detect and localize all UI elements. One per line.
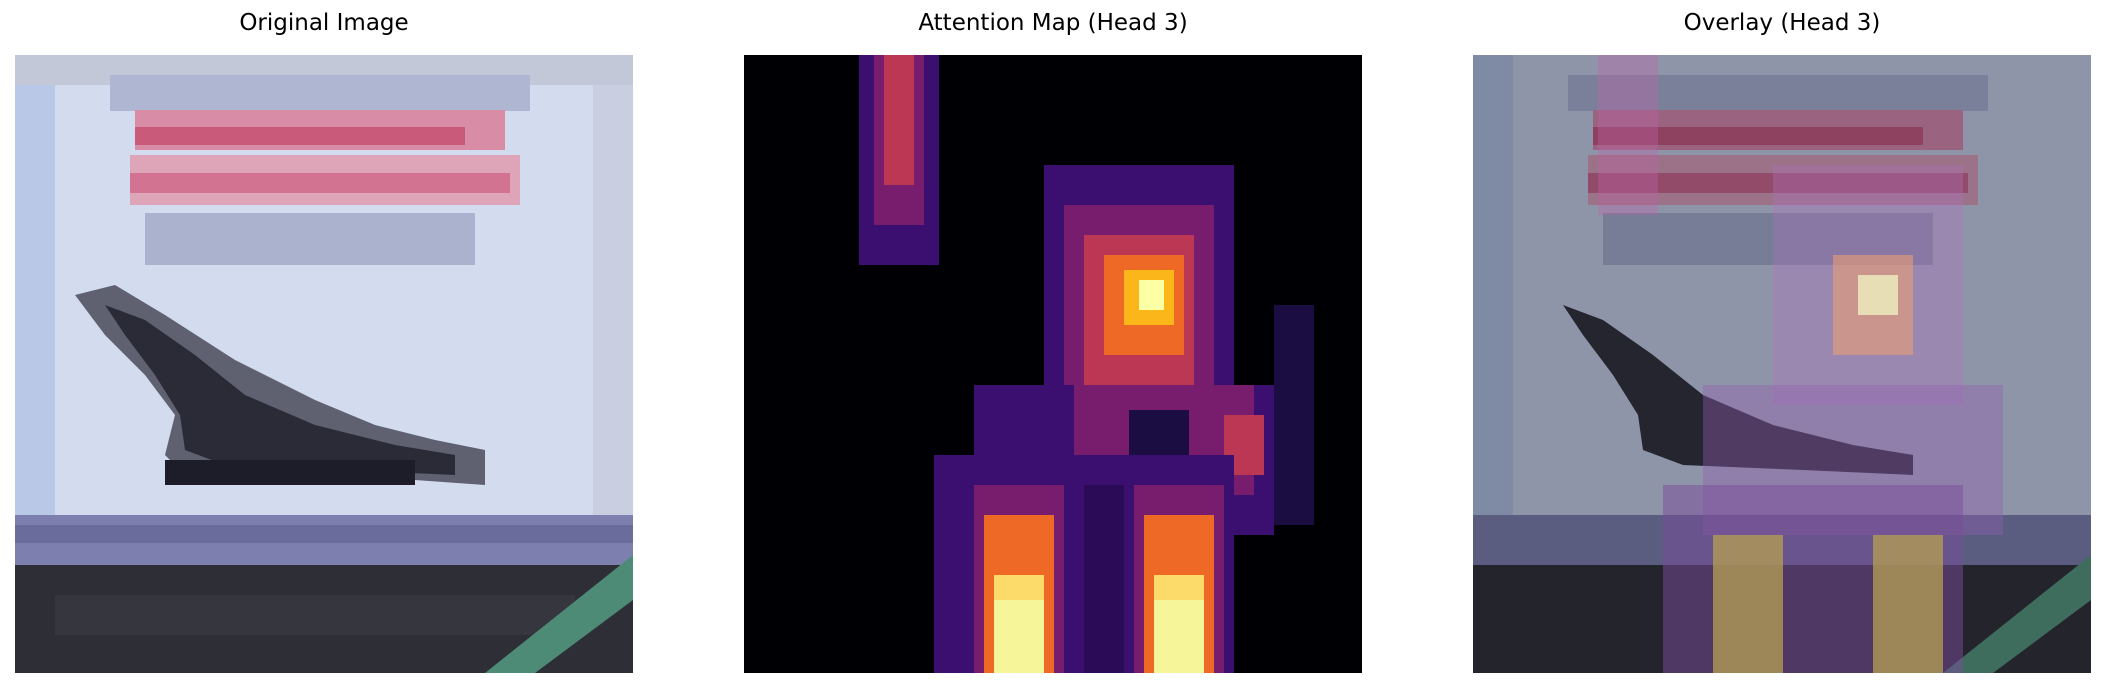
panel-title-original: Original Image: [239, 10, 409, 36]
overlay-image-svg: [1473, 55, 2091, 673]
original-image: [15, 55, 633, 673]
original-image-svg: [15, 55, 633, 673]
panel-title-overlay: Overlay (Head 3): [1683, 10, 1881, 36]
panel-attention: Attention Map (Head 3): [744, 0, 1362, 688]
attention-map-svg: [744, 55, 1362, 673]
panel-original: Original Image: [15, 0, 633, 688]
attention-map: [744, 55, 1362, 673]
overlay-image: [1473, 55, 2091, 673]
panel-title-attention: Attention Map (Head 3): [918, 10, 1188, 36]
panel-overlay: Overlay (Head 3): [1473, 0, 2091, 688]
